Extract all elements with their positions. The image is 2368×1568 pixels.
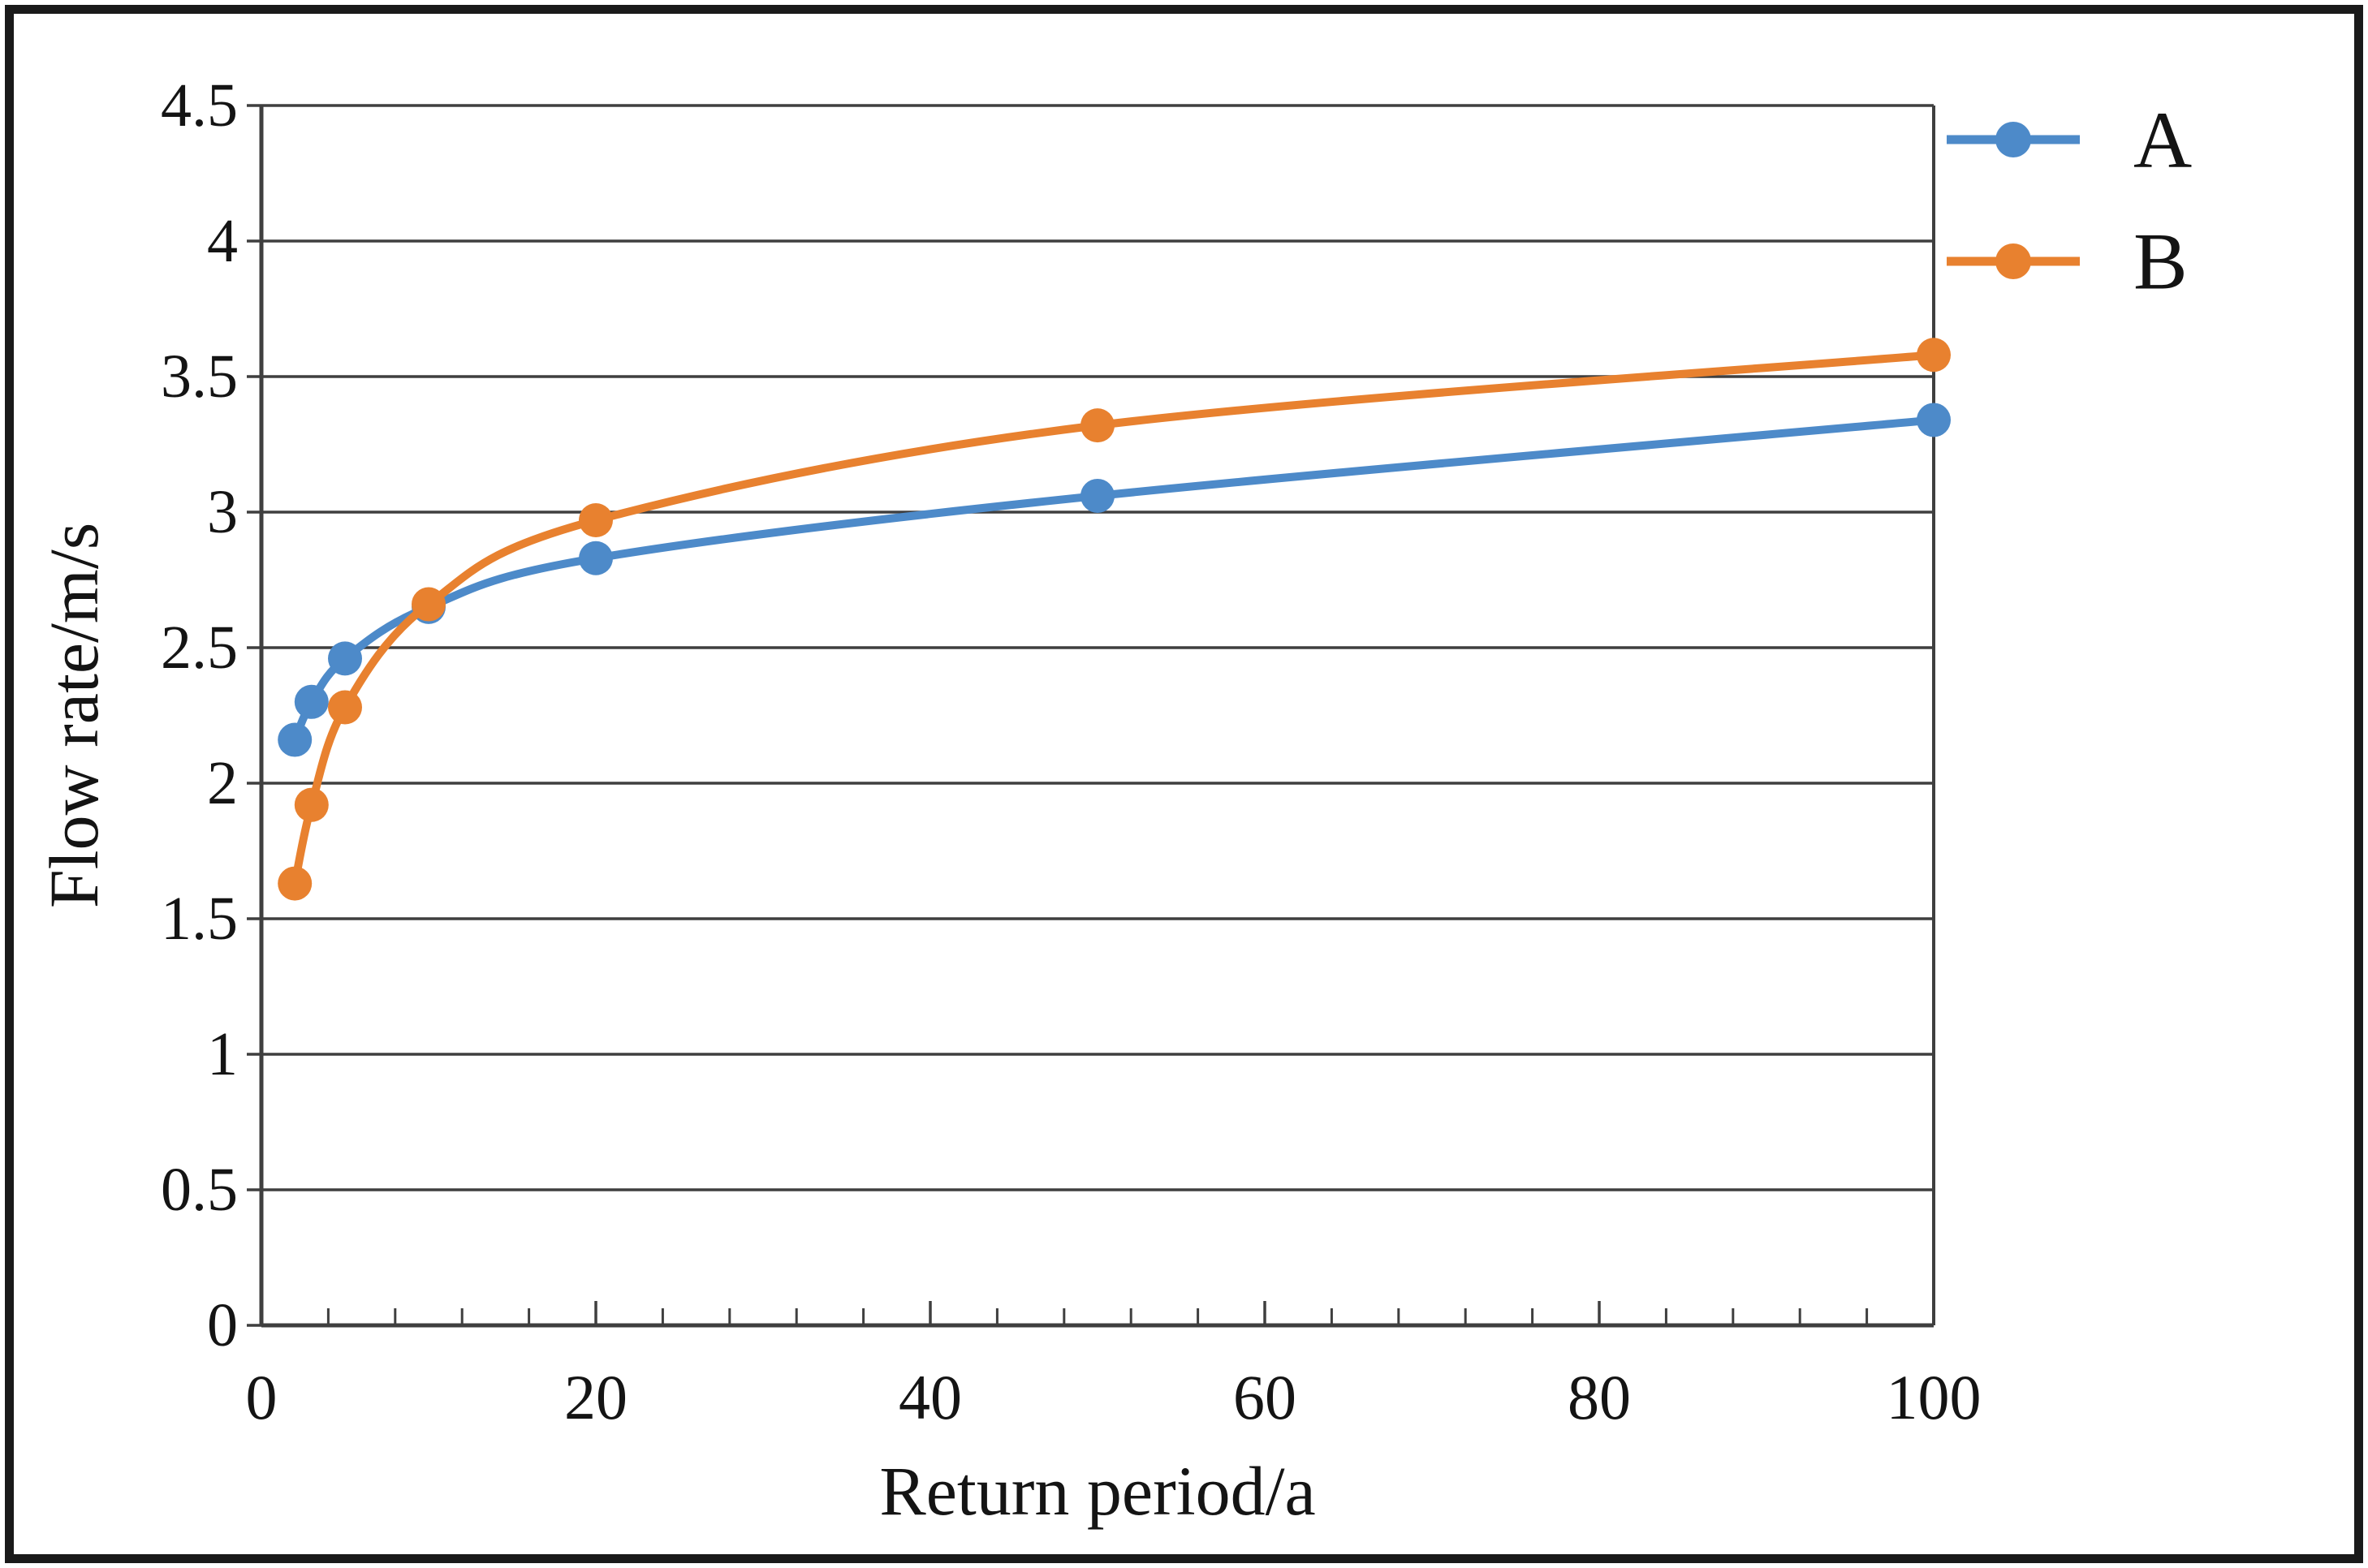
legend-swatch-marker-A (1995, 122, 2031, 157)
series-B-marker (412, 587, 446, 622)
series-B-marker (294, 787, 329, 822)
legend-label-B: B (2133, 217, 2188, 307)
figure-border (5, 5, 2363, 1563)
x-tick-label: 80 (1568, 1362, 1631, 1432)
series-B-marker (1917, 338, 1951, 373)
x-tick-label: 20 (564, 1362, 628, 1432)
series-B-marker (579, 503, 613, 538)
series-A-marker (1917, 403, 1951, 437)
series-B-marker (278, 866, 313, 901)
series-A-marker (328, 641, 362, 676)
series-B-line (291, 351, 1938, 888)
x-tick-label: 60 (1233, 1362, 1296, 1432)
y-tick-label: 1 (207, 1020, 238, 1088)
series-A-marker (1080, 478, 1115, 513)
x-tick-label: 40 (899, 1362, 962, 1432)
y-tick-label: 2 (207, 749, 238, 817)
series-A-line (291, 416, 1938, 744)
series-A-marker (294, 684, 329, 719)
series-B-marker (328, 690, 362, 725)
x-axis-title: Return period/a (879, 1452, 1315, 1530)
y-tick-label: 1.5 (161, 885, 238, 953)
series-B-marker (1080, 408, 1115, 443)
y-tick-label: 3.5 (161, 342, 238, 411)
legend-swatch-marker-B (1995, 243, 2031, 279)
y-axis-title: Flow rate/m/s (35, 523, 113, 908)
y-tick-label: 0 (207, 1291, 238, 1359)
x-tick-label: 100 (1887, 1362, 1982, 1432)
y-tick-label: 4 (207, 207, 238, 275)
y-tick-label: 0.5 (161, 1156, 238, 1224)
y-tick-label: 2.5 (161, 614, 238, 682)
y-tick-label: 3 (207, 478, 238, 546)
series-A-marker (579, 541, 613, 575)
legend-label-A: A (2133, 95, 2192, 185)
x-tick-label: 0 (246, 1362, 278, 1432)
y-tick-label: 4.5 (161, 71, 238, 140)
series-A-marker (278, 722, 313, 757)
